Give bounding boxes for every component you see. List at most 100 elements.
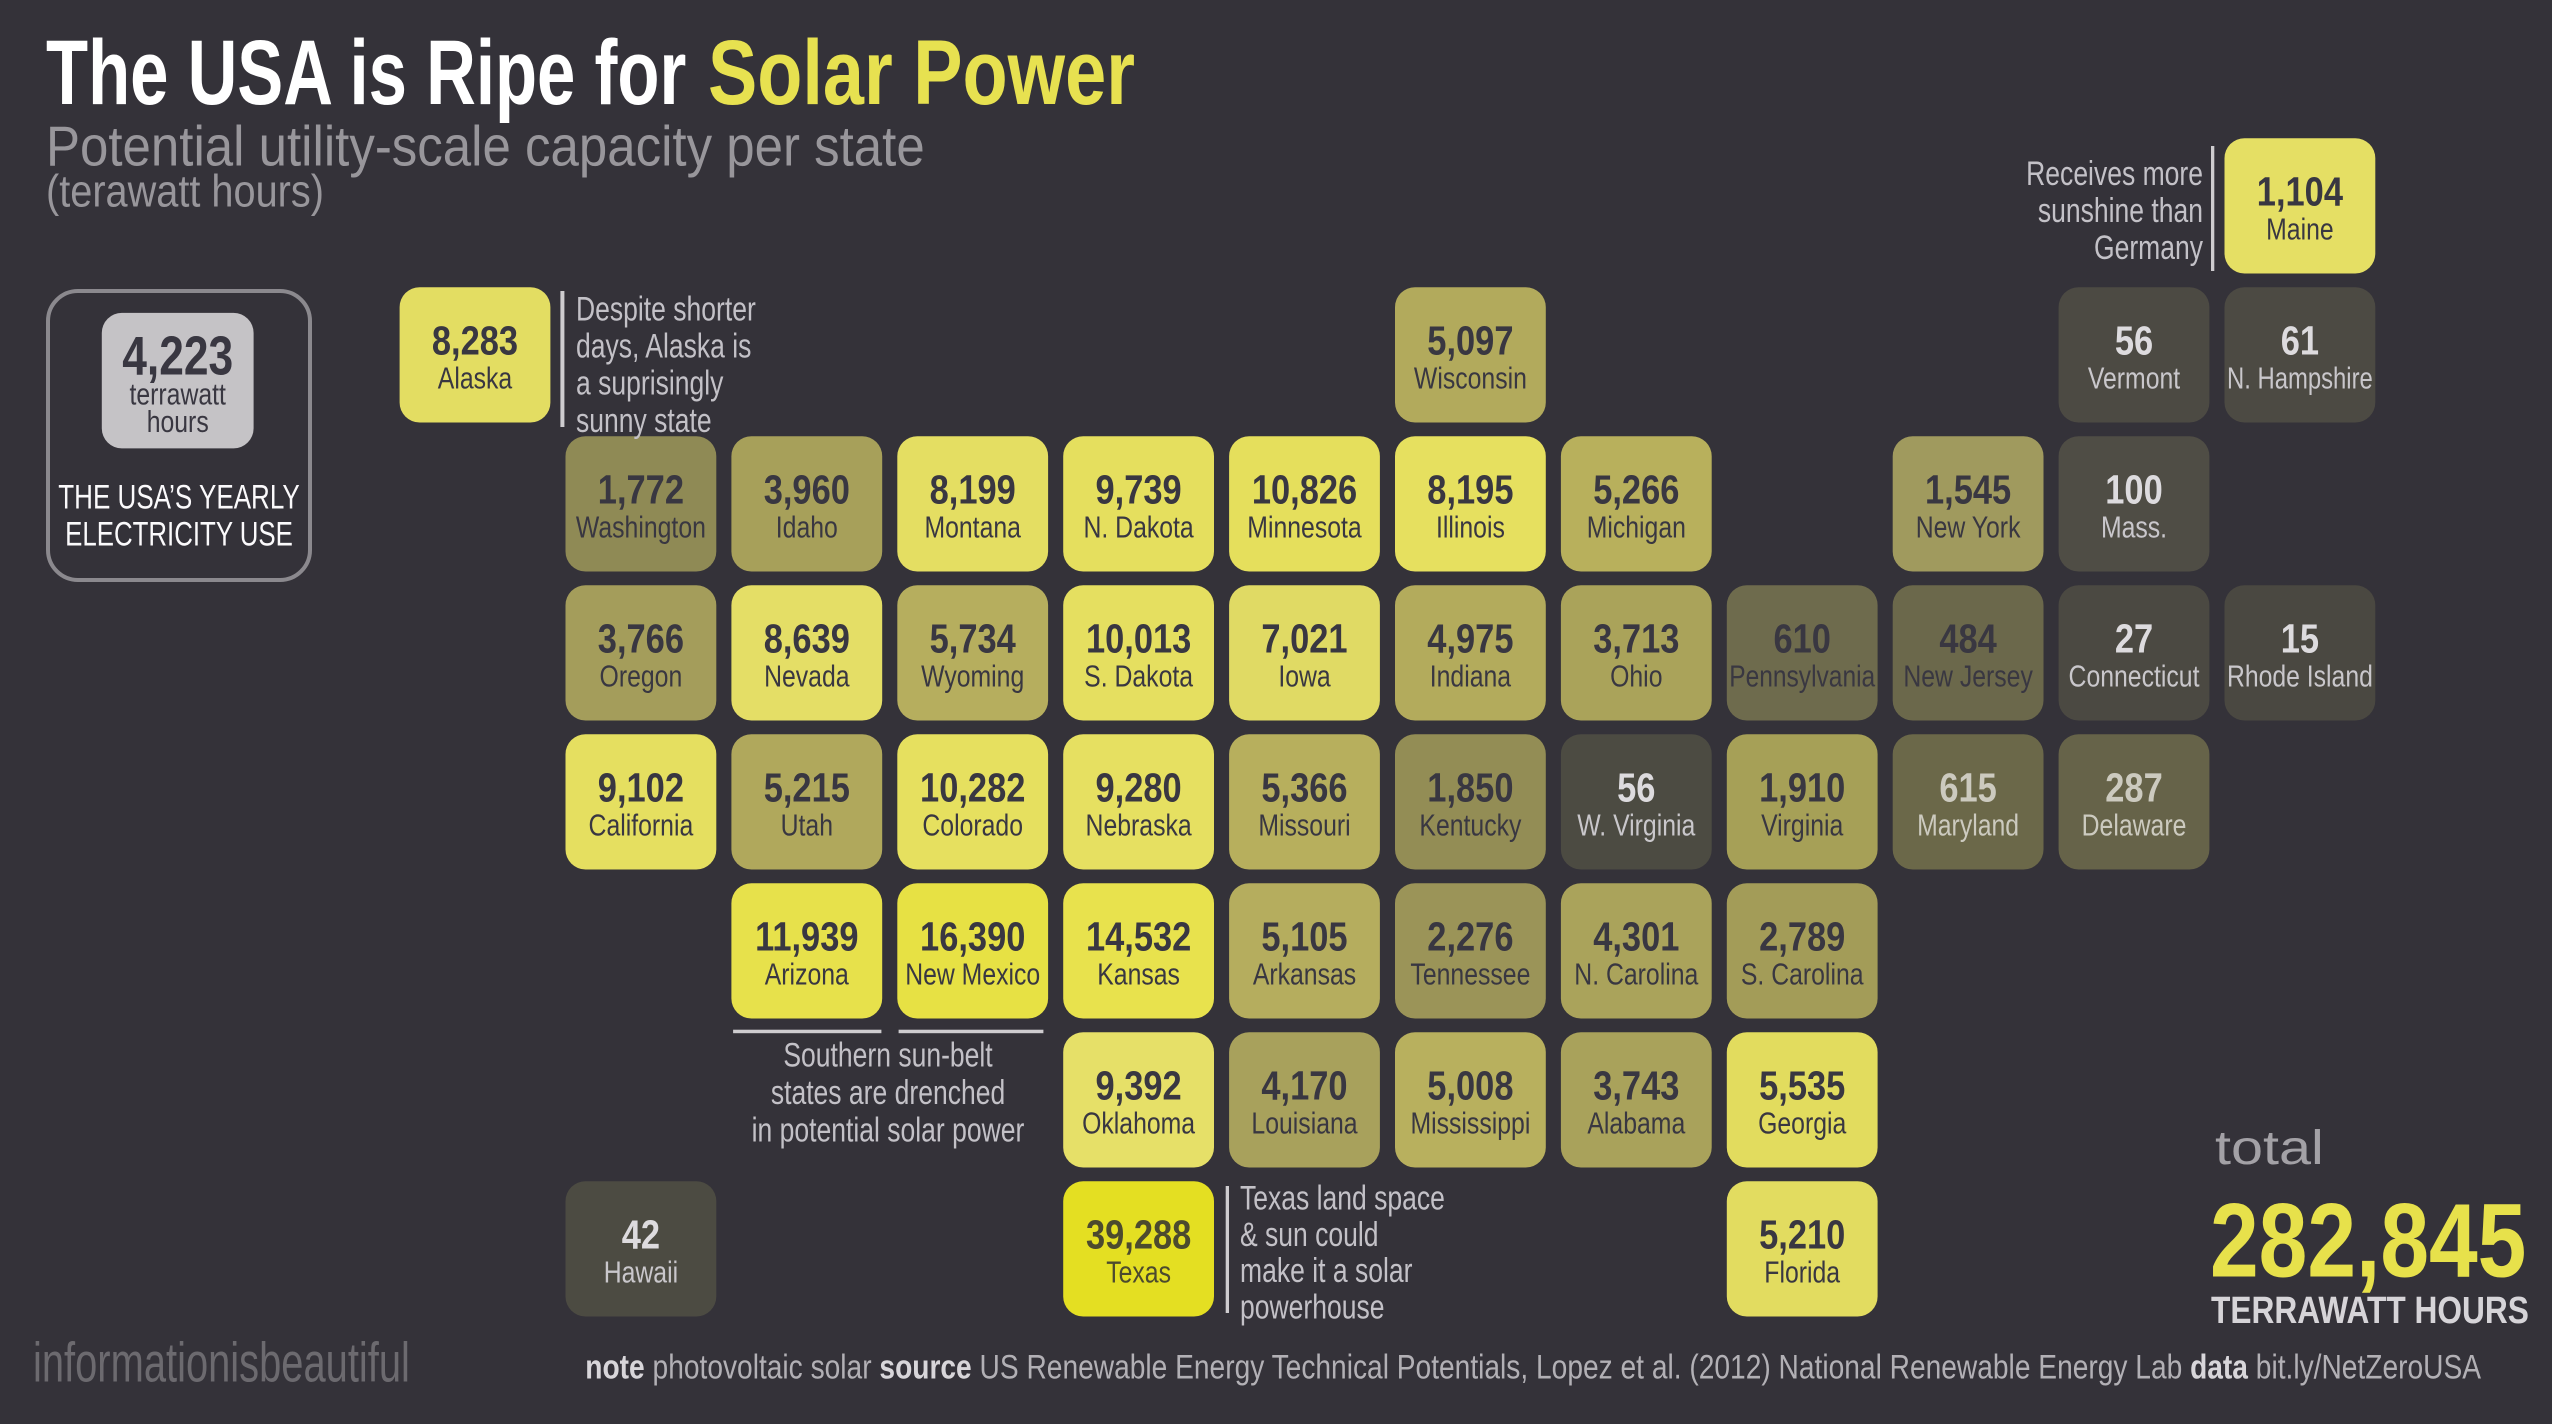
svg-text:56: 56 — [2115, 319, 2153, 364]
svg-text:610: 610 — [1773, 617, 1830, 662]
svg-text:4,223: 4,223 — [122, 325, 233, 387]
svg-text:Potential utility-scale capaci: Potential utility-scale capacity per sta… — [46, 115, 925, 178]
svg-text:42: 42 — [622, 1213, 660, 1258]
svg-text:615: 615 — [1939, 766, 1996, 811]
svg-text:5,535: 5,535 — [1759, 1064, 1845, 1109]
svg-text:4,170: 4,170 — [1261, 1064, 1347, 1109]
svg-text:Mass.: Mass. — [2101, 510, 2167, 544]
svg-text:100: 100 — [2105, 468, 2162, 513]
svg-text:Oregon: Oregon — [600, 659, 683, 693]
svg-text:9,280: 9,280 — [1096, 766, 1182, 811]
svg-text:5,734: 5,734 — [930, 617, 1016, 662]
svg-text:10,013: 10,013 — [1086, 617, 1191, 662]
svg-text:Texas: Texas — [1106, 1255, 1171, 1289]
svg-text:(terawatt hours): (terawatt hours) — [46, 166, 324, 216]
svg-text:S. Dakota: S. Dakota — [1084, 659, 1193, 693]
svg-text:informationisbeautiful: informationisbeautiful — [33, 1332, 410, 1394]
svg-text:Colorado: Colorado — [922, 808, 1023, 842]
svg-text:1,850: 1,850 — [1427, 766, 1513, 811]
svg-text:N. Carolina: N. Carolina — [1574, 957, 1698, 991]
svg-text:2,789: 2,789 — [1759, 915, 1845, 960]
svg-text:9,102: 9,102 — [598, 766, 684, 811]
svg-text:15: 15 — [2281, 617, 2319, 662]
svg-text:W. Virginia: W. Virginia — [1577, 808, 1695, 842]
svg-text:56: 56 — [1617, 766, 1655, 811]
svg-text:1,104: 1,104 — [2257, 170, 2343, 215]
svg-text:Missouri: Missouri — [1258, 808, 1350, 842]
svg-text:Maryland: Maryland — [1917, 808, 2019, 842]
svg-text:3,960: 3,960 — [764, 468, 850, 513]
svg-text:Montana: Montana — [924, 510, 1021, 544]
svg-text:5,366: 5,366 — [1261, 766, 1347, 811]
svg-text:Washington: Washington — [576, 510, 706, 544]
svg-text:TERRAWATT HOURS: TERRAWATT HOURS — [2211, 1290, 2529, 1332]
svg-text:N. Dakota: N. Dakota — [1083, 510, 1194, 544]
svg-text:5,097: 5,097 — [1427, 319, 1513, 364]
svg-text:THE USA’S YEARLY: THE USA’S YEARLY — [58, 480, 299, 517]
svg-text:sunshine than: sunshine than — [2038, 192, 2203, 230]
svg-text:Florida: Florida — [1764, 1255, 1840, 1289]
svg-text:8,195: 8,195 — [1427, 468, 1513, 513]
svg-text:Hawaii: Hawaii — [604, 1255, 678, 1289]
svg-text:3,743: 3,743 — [1593, 1064, 1679, 1109]
svg-text:Wyoming: Wyoming — [921, 659, 1024, 693]
svg-text:Germany: Germany — [2094, 229, 2204, 267]
svg-text:N. Hampshire: N. Hampshire — [2227, 361, 2373, 396]
svg-text:sunny state: sunny state — [576, 402, 712, 440]
svg-text:9,739: 9,739 — [1096, 468, 1182, 513]
svg-text:Georgia: Georgia — [1758, 1106, 1847, 1140]
svg-text:Utah: Utah — [781, 808, 833, 842]
svg-text:3,766: 3,766 — [598, 617, 684, 662]
svg-text:61: 61 — [2281, 319, 2319, 364]
svg-text:5,215: 5,215 — [764, 766, 850, 811]
svg-text:7,021: 7,021 — [1261, 617, 1347, 662]
svg-text:3,713: 3,713 — [1593, 617, 1679, 662]
svg-text:39,288: 39,288 — [1086, 1213, 1191, 1258]
svg-text:8,639: 8,639 — [764, 617, 850, 662]
svg-text:& sun could: & sun could — [1240, 1216, 1379, 1254]
svg-text:1,910: 1,910 — [1759, 766, 1845, 811]
svg-text:16,390: 16,390 — [920, 915, 1025, 960]
svg-text:Alaska: Alaska — [438, 361, 513, 395]
svg-text:1,772: 1,772 — [598, 468, 684, 513]
svg-text:total: total — [2215, 1121, 2324, 1174]
svg-text:5,266: 5,266 — [1593, 468, 1679, 513]
svg-text:New York: New York — [1916, 510, 2022, 544]
svg-text:Indiana: Indiana — [1430, 659, 1512, 693]
svg-text:Wisconsin: Wisconsin — [1414, 361, 1527, 395]
svg-text:make it a solar: make it a solar — [1240, 1252, 1412, 1290]
svg-text:9,392: 9,392 — [1096, 1064, 1182, 1109]
svg-text:Rhode Island: Rhode Island — [2227, 659, 2373, 693]
svg-text:in potential solar power: in potential solar power — [752, 1111, 1025, 1149]
svg-text:Connecticut: Connecticut — [2069, 659, 2200, 693]
svg-text:Arizona: Arizona — [765, 957, 849, 991]
svg-text:287: 287 — [2105, 766, 2162, 811]
svg-text:1,545: 1,545 — [1925, 468, 2011, 513]
svg-text:Solar Power: Solar Power — [708, 20, 1135, 124]
svg-text:Vermont: Vermont — [2088, 361, 2181, 395]
svg-text:Louisiana: Louisiana — [1251, 1106, 1357, 1140]
svg-text:Southern sun-belt: Southern sun-belt — [783, 1036, 993, 1074]
svg-text:note photovoltaic solar source: note photovoltaic solar source US Renewa… — [585, 1348, 2481, 1386]
svg-text:Nebraska: Nebraska — [1086, 808, 1192, 842]
svg-text:California: California — [589, 808, 694, 842]
svg-text:Oklahoma: Oklahoma — [1082, 1106, 1195, 1140]
svg-text:New Jersey: New Jersey — [1903, 659, 2033, 693]
svg-text:Delaware: Delaware — [2082, 808, 2187, 842]
svg-text:Minnesota: Minnesota — [1247, 510, 1362, 544]
svg-text:Michigan: Michigan — [1587, 510, 1686, 544]
svg-text:hours: hours — [147, 405, 209, 439]
svg-text:Tennessee: Tennessee — [1410, 957, 1530, 991]
svg-text:Arkansas: Arkansas — [1253, 957, 1356, 991]
svg-text:Despite shorter: Despite shorter — [576, 290, 756, 328]
svg-text:11,939: 11,939 — [755, 915, 858, 960]
svg-text:5,105: 5,105 — [1261, 915, 1347, 960]
svg-text:Nevada: Nevada — [764, 659, 850, 693]
svg-text:Idaho: Idaho — [776, 510, 838, 544]
svg-text:S. Carolina: S. Carolina — [1741, 957, 1864, 991]
svg-text:Kentucky: Kentucky — [1419, 808, 1521, 842]
svg-text:states are drenched: states are drenched — [771, 1074, 1005, 1112]
svg-text:New Mexico: New Mexico — [905, 957, 1040, 991]
svg-text:Texas land space: Texas land space — [1240, 1179, 1445, 1217]
svg-text:4,301: 4,301 — [1593, 915, 1679, 960]
